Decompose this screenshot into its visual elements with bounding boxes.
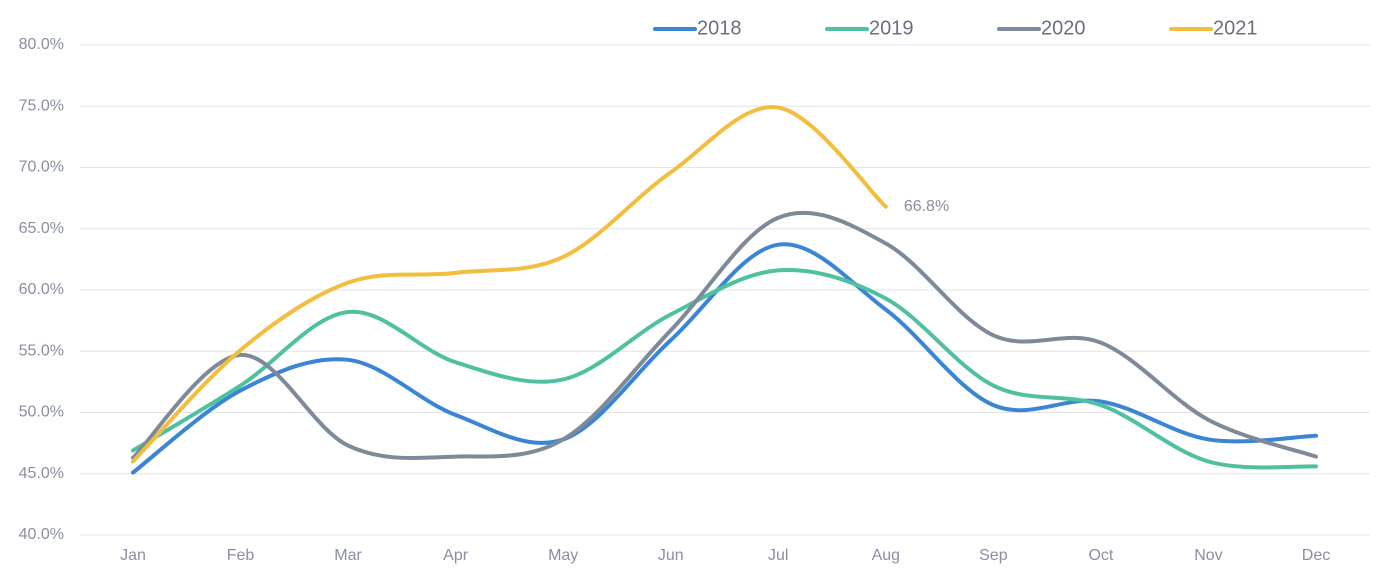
x-tick-label: Apr (443, 547, 469, 564)
x-tick-label: May (548, 547, 578, 564)
legend-label: 2019 (869, 17, 914, 39)
y-tick-label: 55.0% (19, 342, 64, 359)
legend: 2018 2019 2020 2021 (653, 17, 1258, 39)
x-tick-label: Oct (1088, 547, 1113, 564)
series-line (131, 268, 1318, 470)
x-tick-label: Jun (658, 547, 684, 564)
y-tick-label: 75.0% (19, 97, 64, 114)
y-tick-label: 80.0% (19, 36, 64, 53)
series-line (131, 242, 1318, 475)
x-tick-label: Dec (1302, 547, 1330, 564)
series-line (131, 210, 1318, 461)
y-tick-label: 70.0% (19, 159, 64, 176)
y-tick-label: 50.0% (19, 404, 64, 421)
x-tick-label: Mar (334, 547, 362, 564)
x-tick-label: Feb (227, 547, 255, 564)
x-tick-label: Jul (768, 547, 788, 564)
y-tick-label: 60.0% (19, 281, 64, 298)
x-tick-label: Jan (120, 547, 146, 564)
legend-label: 2021 (1213, 17, 1258, 39)
legend-label: 2018 (697, 17, 742, 39)
x-tick-label: Sep (979, 547, 1008, 564)
x-tick-label: Nov (1194, 547, 1222, 564)
y-tick-label: 45.0% (19, 465, 64, 482)
data-label: 66.8% (904, 198, 949, 215)
legend-label: 2020 (1041, 17, 1086, 39)
y-tick-label: 65.0% (19, 220, 64, 237)
x-tick-label: Aug (872, 547, 900, 564)
series-line (131, 105, 888, 464)
y-tick-label: 40.0% (19, 526, 64, 543)
